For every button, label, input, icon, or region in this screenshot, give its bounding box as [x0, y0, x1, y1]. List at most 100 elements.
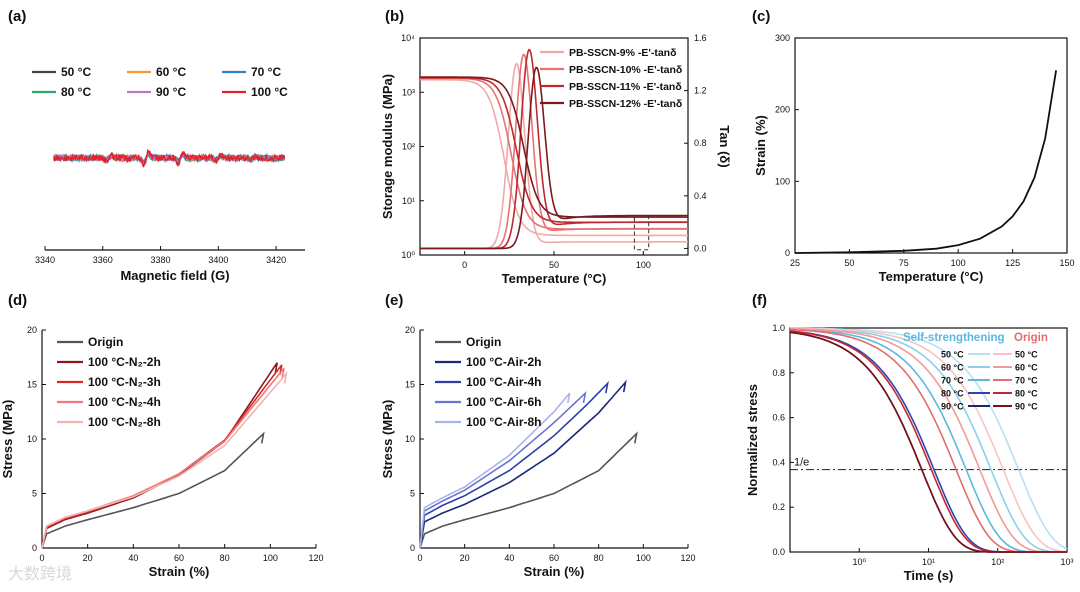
x-tick-label: 10¹	[922, 557, 935, 567]
highlight-box	[633, 215, 650, 251]
reference-label: 1/e	[794, 457, 809, 469]
y-tick-label: 0.0	[772, 547, 785, 557]
y-tick-label: 5	[32, 489, 37, 499]
x-axis-label: Temperature (°C)	[502, 271, 607, 286]
x-tick-label: 150	[1059, 258, 1074, 268]
x-tick-label: 3340	[35, 255, 55, 265]
legend-label: 100 °C-Air-8h	[466, 415, 542, 429]
relaxation-line	[789, 327, 1068, 550]
legend-label: 80 °C	[61, 85, 91, 99]
y-axis-label: Storage modulus (MPa)	[380, 74, 395, 219]
y-tick-label: 20	[27, 325, 37, 335]
legend-label: 100 °C-N₂-2h	[88, 355, 161, 369]
x-tick-label: 60	[174, 553, 184, 563]
y-axis-label: Normalized stress	[745, 384, 760, 496]
stress-strain-line	[41, 362, 278, 549]
legend-label: 100 °C-Air-4h	[466, 375, 542, 389]
panel-e: 0 20 40 60 80 100 120 0 5 10 15 20 Strain (%) Stress …	[380, 325, 696, 579]
legend-label: 100 °C-Air-2h	[466, 355, 542, 369]
legend-label: 70 °C	[941, 376, 964, 386]
panel-d: 0 20 40 60 80 100 120 0 5 10 15 20 Strain (%) Stress …	[0, 325, 324, 579]
x-tick-label: 10²	[991, 557, 1004, 567]
epr-series-line	[53, 150, 286, 166]
legend-label: 50 °C	[941, 350, 964, 360]
relaxation-line	[790, 328, 1067, 553]
x-axis-label: Temperature (°C)	[879, 269, 984, 284]
y-tick-label: 10¹	[402, 196, 415, 206]
panel-label: (e)	[385, 292, 403, 309]
x-tick-label: 3420	[266, 255, 286, 265]
x-axis-label: Strain (%)	[524, 564, 585, 579]
legend-label: PB-SSCN-11% -E'-tanδ	[569, 81, 682, 93]
y-tick-label: 0.4	[694, 191, 707, 201]
legend-label: 60 °C	[1015, 363, 1038, 373]
legend-label: 70 °C	[1015, 376, 1038, 386]
y-tick-label: 15	[405, 380, 415, 390]
y-tick-label: 10²	[402, 142, 415, 152]
stress-strain-line	[419, 379, 627, 549]
relaxation-line	[789, 328, 1067, 553]
y-tick-label: 15	[27, 380, 37, 390]
legend-label: 60 °C	[941, 363, 964, 373]
panel-label: (b)	[385, 8, 404, 25]
x-tick-label: 40	[128, 553, 138, 563]
stress-strain-line	[419, 392, 571, 549]
legend-label: 80 °C	[941, 389, 964, 399]
legend-label: 70 °C	[251, 65, 281, 79]
legend-label: 90 °C	[1015, 402, 1038, 412]
y-tick-label: 10	[27, 434, 37, 444]
y-tick-label: 0.8	[772, 368, 785, 378]
panel-c: 25 50 75 100 125 150 0 100 200 300 Temperature (°C…	[753, 33, 1075, 284]
x-axis-label: Magnetic field (G)	[120, 268, 229, 283]
y-tick-label: 1.2	[694, 86, 707, 96]
x-tick-label: 50	[549, 260, 559, 270]
panel-f: 10⁰ 10¹ 10² 10³ 0.0 0.2 0.4 0.6 0.8 1.0 Time (s) No…	[745, 323, 1074, 583]
panel-label: (d)	[8, 292, 27, 309]
relaxation-line	[789, 331, 1067, 553]
x-tick-label: 100	[636, 553, 651, 563]
y-tick-label: 0	[785, 248, 790, 258]
watermark-text: 大数跨境	[8, 564, 73, 583]
legend-label: 100 °C-N₂-4h	[88, 395, 161, 409]
y-tick-label: 10	[405, 434, 415, 444]
y-tick-label: 200	[775, 105, 790, 115]
stress-strain-line	[419, 380, 609, 549]
x-tick-label: 20	[460, 553, 470, 563]
y-tick-label: 0.8	[694, 138, 707, 148]
y-tick-label: 100	[775, 176, 790, 186]
legend-label: Origin	[88, 335, 123, 349]
x-tick-label: 0	[39, 553, 44, 563]
y-tick-label: 0.2	[772, 502, 785, 512]
x-tick-label: 0	[462, 260, 467, 270]
stress-strain-line	[41, 367, 285, 549]
modulus-line	[420, 79, 688, 237]
x-tick-label: 3380	[151, 255, 171, 265]
x-tick-label: 3360	[93, 255, 113, 265]
stress-strain-line	[41, 364, 283, 549]
stress-strain-line	[41, 431, 265, 549]
y-tick-label: 1.6	[694, 33, 707, 43]
x-tick-label: 10⁰	[852, 557, 866, 567]
legend-label: 80 °C	[1015, 389, 1038, 399]
y-tick-label: 10⁴	[401, 33, 415, 43]
stress-strain-line	[41, 370, 288, 549]
x-tick-label: 80	[594, 553, 604, 563]
legend-label: 60 °C	[156, 65, 186, 79]
x-tick-label: 10³	[1060, 557, 1073, 567]
x-tick-label: 100	[636, 260, 651, 270]
y-tick-label: 10³	[402, 87, 415, 97]
panel-b: 0 50 100 10⁰ 10¹ 10² 10³ 10⁴ 0.0 0.4 0.8 1.2 1.6 Temp…	[380, 33, 732, 286]
y-tick-label: 0	[410, 543, 415, 553]
x-tick-label: 0	[417, 553, 422, 563]
y2-axis-label: Tan (δ)	[717, 125, 732, 167]
x-tick-label: 80	[220, 553, 230, 563]
x-tick-label: 100	[263, 553, 278, 563]
y-tick-label: 0.0	[694, 243, 707, 253]
strain-line	[794, 70, 1057, 254]
y-tick-label: 5	[410, 489, 415, 499]
modulus-line	[420, 76, 688, 218]
y-tick-label: 10⁰	[401, 250, 415, 260]
group-label-origin: Origin	[1014, 332, 1048, 344]
legend-label: 100 °C-N₂-3h	[88, 375, 161, 389]
panel-label: (a)	[8, 8, 26, 25]
